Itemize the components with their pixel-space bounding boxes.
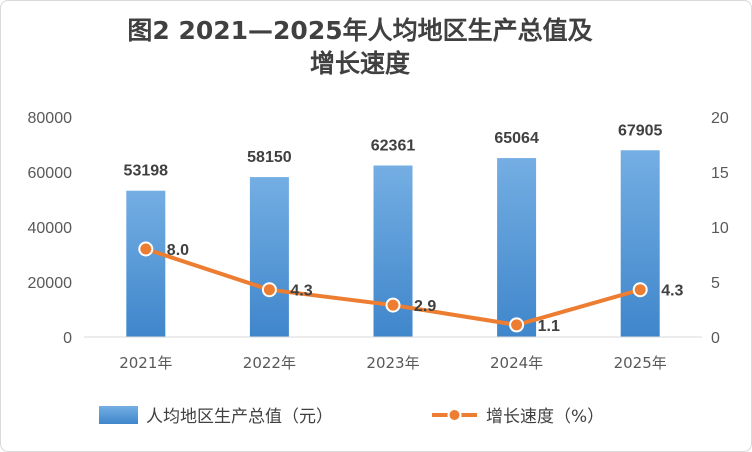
growth-data-label: 4.3 (290, 283, 312, 300)
x-tick-label: 2024年 (490, 354, 543, 372)
legend-bar-swatch (99, 406, 138, 424)
legend-line-label: 增长速度（%） (486, 407, 604, 427)
chart-title-line2: 增长速度 (309, 49, 410, 78)
growth-point-0 (138, 241, 154, 257)
x-tick-label: 2021年 (119, 354, 172, 372)
growth-point-1 (261, 282, 277, 298)
legend-line-marker (447, 408, 462, 422)
chart-title-line1: 图2 2021—2025年人均地区生产总值及 (127, 16, 593, 45)
bar-data-label: 53198 (124, 163, 169, 180)
axis-layer: 0 20000 40000 60000 80000 0 5 10 15 20 2021年 2022年 2… (28, 110, 729, 372)
y-left-tick-label: 80000 (28, 110, 73, 127)
legend-bar-label: 人均地区生产总值（元） (146, 407, 333, 427)
y-right-tick-label: 15 (711, 165, 729, 182)
labels-layer: 53198 58150 62361 65064 67905 8.0 4.3 2.9 1.1 4.3 (124, 122, 684, 335)
bar-data-label: 58150 (247, 149, 292, 166)
growth-data-label: 2.9 (414, 298, 436, 315)
bar-data-label: 65064 (494, 130, 539, 147)
growth-point-4 (632, 282, 648, 298)
bar-1 (249, 177, 289, 337)
y-right-tick-label: 10 (711, 220, 729, 237)
bar-4 (620, 150, 660, 337)
legend: 人均地区生产总值（元） 增长速度（%） (99, 406, 604, 427)
chart-title: 图2 2021—2025年人均地区生产总值及 增长速度 (0, 14, 720, 80)
growth-data-label: 4.3 (661, 283, 683, 300)
y-left-tick-label: 20000 (28, 275, 73, 292)
bar-0 (126, 190, 166, 337)
bar-data-label: 62361 (371, 138, 416, 155)
growth-point-2 (385, 297, 401, 313)
growth-data-label: 1.1 (538, 318, 560, 335)
line-layer (138, 241, 648, 333)
bar-data-label: 67905 (618, 122, 663, 139)
y-left-tick-label: 40000 (28, 220, 73, 237)
y-right-tick-label: 5 (711, 275, 720, 292)
x-tick-label: 2025年 (614, 354, 667, 372)
y-left-tick-label: 0 (63, 330, 72, 347)
y-right-tick-label: 0 (711, 330, 720, 347)
x-tick-label: 2022年 (243, 354, 296, 372)
y-left-tick-label: 60000 (28, 165, 73, 182)
growth-data-label: 8.0 (167, 242, 189, 259)
bars-layer (126, 150, 660, 337)
growth-point-3 (509, 317, 525, 333)
y-right-tick-label: 20 (711, 110, 729, 127)
bar-3 (497, 158, 537, 337)
x-tick-label: 2023年 (366, 354, 419, 372)
